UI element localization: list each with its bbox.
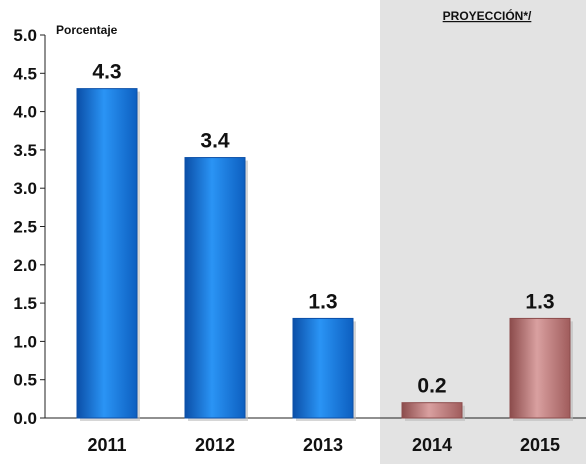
data-label: 1.3 (525, 290, 554, 313)
y-tick-label: 3.0 (13, 179, 37, 198)
data-label: 0.2 (417, 375, 446, 398)
bar-projected-2014 (401, 402, 463, 419)
x-category-label: 2012 (195, 435, 235, 455)
x-category-label: 2011 (87, 435, 126, 455)
y-tick-label: 5.0 (13, 26, 37, 45)
y-tick-label: 2.0 (13, 256, 37, 275)
bar-2013 (292, 317, 354, 419)
bars (76, 88, 573, 422)
y-tick-label: 0.0 (13, 409, 37, 428)
data-labels: 4.3 3.4 1.3 0.2 1.3 (92, 61, 554, 398)
data-label: 3.4 (200, 130, 230, 153)
y-tick-label: 0.5 (13, 371, 37, 390)
y-axis-ticks: 0.0 0.5 1.0 1.5 2.0 2.5 3.0 3.5 4.0 4.5 5.0 (13, 26, 45, 428)
x-category-label: 2013 (303, 435, 343, 455)
data-label: 4.3 (92, 61, 121, 84)
y-tick-label: 4.5 (13, 64, 37, 83)
y-tick-label: 2.5 (13, 218, 37, 237)
projection-label: PROYECCIÓN*/ (443, 8, 532, 23)
x-category-label: 2014 (412, 435, 452, 455)
bar-projected-2015 (509, 317, 571, 419)
y-tick-label: 1.0 (13, 332, 37, 351)
y-axis-unit-label: Porcentaje (56, 23, 118, 37)
y-tick-label: 3.5 (13, 141, 37, 160)
category-labels: 2011 2012 2013 2014 2015 (87, 435, 560, 455)
x-category-label: 2015 (520, 435, 560, 455)
bar-2012 (184, 157, 246, 419)
y-tick-label: 1.5 (13, 294, 37, 313)
data-label: 1.3 (308, 290, 337, 313)
bar-2011 (76, 88, 138, 419)
y-tick-label: 4.0 (13, 103, 37, 122)
